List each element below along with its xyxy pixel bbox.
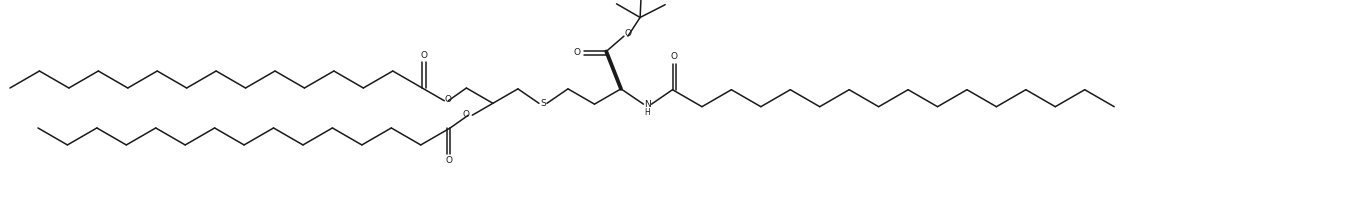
Text: O: O: [625, 29, 631, 38]
Text: N: N: [644, 100, 650, 109]
Text: H: H: [645, 108, 650, 117]
Text: O: O: [463, 110, 470, 119]
Text: S: S: [540, 99, 546, 108]
Text: O: O: [671, 52, 678, 61]
Text: O: O: [420, 50, 428, 60]
Text: O: O: [445, 95, 452, 104]
Text: O: O: [574, 49, 581, 57]
Text: O: O: [445, 156, 452, 165]
